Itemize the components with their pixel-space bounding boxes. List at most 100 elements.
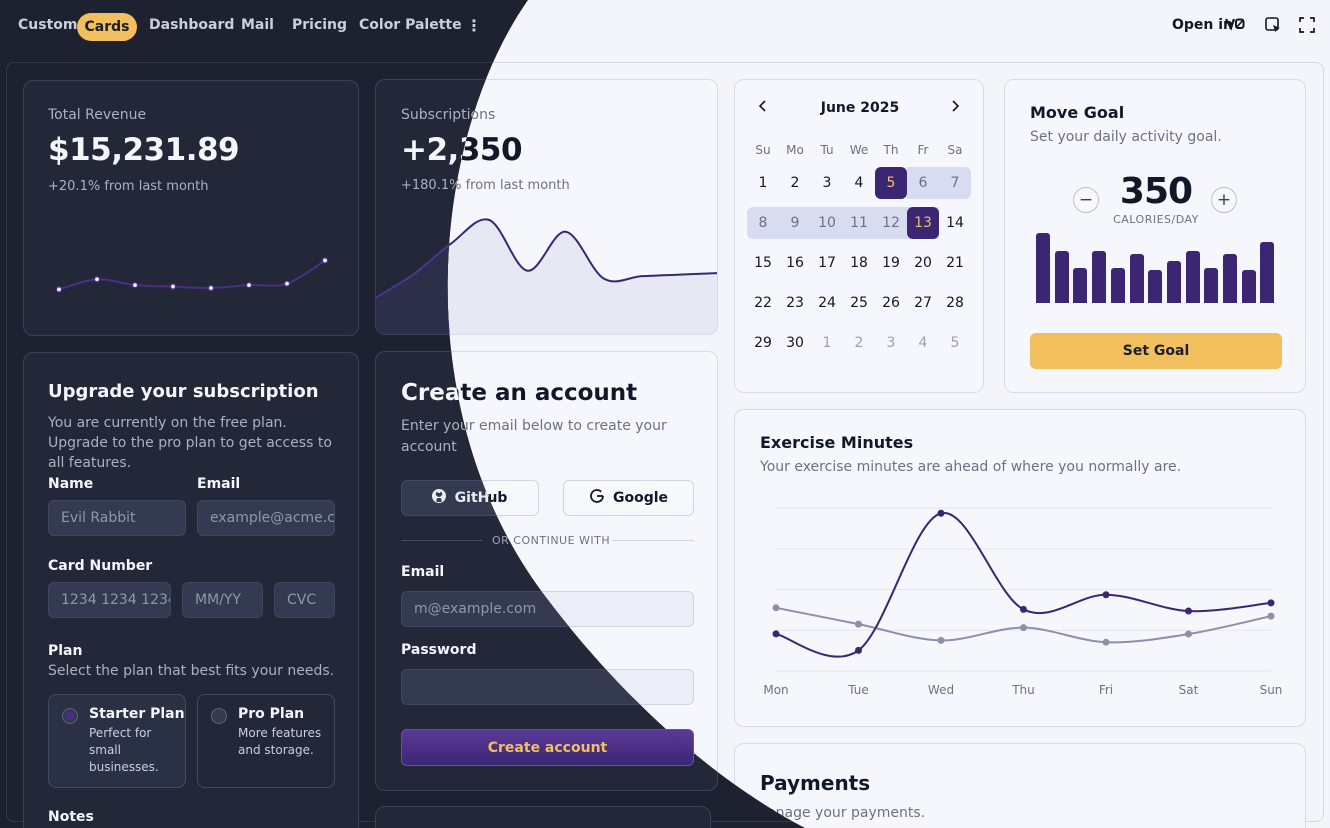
calendar-day[interactable]: 6 <box>918 175 928 191</box>
goal-value: 350 <box>1119 171 1193 212</box>
nav-color-palette[interactable]: Color Palette <box>359 17 462 33</box>
calendar-day[interactable]: 7 <box>950 175 960 191</box>
calendar-day[interactable]: 27 <box>914 295 932 311</box>
exercise-series-line <box>775 512 1272 658</box>
calendar-day[interactable]: 16 <box>786 255 804 271</box>
exercise-point <box>1020 624 1027 632</box>
prev-month-icon[interactable] <box>755 98 771 114</box>
calendar-day[interactable]: 2 <box>854 335 864 351</box>
calendar-day[interactable]: 4 <box>918 335 928 351</box>
inspect-icon[interactable] <box>1264 16 1284 36</box>
card-number-field[interactable]: 1234 1234 1234 1 <box>48 582 171 618</box>
calendar-day[interactable]: 18 <box>850 255 868 271</box>
exercise-title: Exercise Minutes <box>760 433 914 452</box>
goal-bar <box>1260 241 1275 303</box>
revenue-card: Total Revenue $15,231.89 +20.1% from las… <box>23 80 359 336</box>
calendar-day[interactable]: 10 <box>818 215 836 231</box>
x-tick-label: Tue <box>848 683 869 697</box>
goal-bar <box>1129 254 1144 303</box>
calendar-day[interactable]: 22 <box>754 295 772 311</box>
nav-dashboard[interactable]: Dashboard <box>149 17 235 33</box>
nav-mail[interactable]: Mail <box>241 17 274 33</box>
calendar-day[interactable]: 9 <box>790 215 800 231</box>
next-month-icon[interactable] <box>947 98 963 114</box>
starter-plan-radio[interactable] <box>62 708 78 724</box>
move-goal-card: Move Goal Set your daily activity goal. … <box>1004 79 1306 393</box>
payments-title: Payments <box>760 771 871 795</box>
move-goal-description: Set your daily activity goal. <box>1030 129 1222 145</box>
calendar-day[interactable]: 21 <box>946 255 964 271</box>
upgrade-description: You are currently on the free plan. Upgr… <box>48 415 332 471</box>
calendar-day[interactable]: 3 <box>822 175 832 191</box>
goal-bar <box>1166 261 1181 303</box>
calendar-day[interactable]: 5 <box>950 335 960 351</box>
calendar-day[interactable]: 5 <box>875 167 907 199</box>
calendar-day[interactable]: 19 <box>882 255 900 271</box>
open-in-button[interactable]: Open in <box>1172 17 1234 33</box>
google-button[interactable]: Google <box>563 480 694 516</box>
calendar-day[interactable]: 8 <box>758 215 768 231</box>
pro-plan-radio[interactable] <box>211 708 227 724</box>
subscriptions-title: Subscriptions <box>401 107 496 123</box>
increase-goal-button[interactable]: + <box>1211 187 1237 213</box>
goal-bar <box>1204 268 1219 303</box>
calendar-day[interactable]: 17 <box>818 255 836 271</box>
calendar-day[interactable]: 23 <box>786 295 804 311</box>
calendar-day[interactable]: 12 <box>882 215 900 231</box>
nav-cards[interactable]: Cards <box>77 13 137 41</box>
cvc-field[interactable]: CVC <box>274 582 335 618</box>
calendar-day[interactable]: 30 <box>786 335 804 351</box>
x-tick-label: Mon <box>763 683 789 697</box>
calendar-day[interactable]: 15 <box>754 255 772 271</box>
goal-bar <box>1148 269 1163 303</box>
revenue-point <box>56 287 61 292</box>
exercise-point <box>1185 630 1192 638</box>
github-icon <box>431 488 447 508</box>
goal-bar <box>1185 250 1200 303</box>
calendar-day[interactable]: 29 <box>754 335 772 351</box>
decrease-goal-button[interactable]: − <box>1073 187 1099 213</box>
calendar-day[interactable]: 26 <box>882 295 900 311</box>
goal-bar <box>1073 268 1088 303</box>
calendar-day[interactable]: 4 <box>854 175 864 191</box>
exercise-line-chart <box>772 507 1275 672</box>
calendar-day[interactable]: 20 <box>914 255 932 271</box>
revenue-point <box>94 277 99 282</box>
calendar-day[interactable]: 1 <box>758 175 768 191</box>
calendar-day[interactable]: 3 <box>886 335 896 351</box>
create-account-button[interactable]: Create account <box>401 729 694 766</box>
starter-plan-option[interactable]: Starter Plan Perfect for small businesse… <box>48 694 186 788</box>
upgrade-email-field[interactable]: example@acme.c <box>197 500 335 536</box>
move-goal-title: Move Goal <box>1030 103 1125 122</box>
revenue-point <box>170 284 175 289</box>
calendar-day[interactable]: 1 <box>822 335 832 351</box>
expiry-field[interactable]: MM/YY <box>182 582 263 618</box>
name-field[interactable]: Evil Rabbit <box>48 500 186 536</box>
set-goal-button[interactable]: Set Goal <box>1030 333 1282 369</box>
exercise-card: Exercise Minutes Your exercise minutes a… <box>734 409 1306 727</box>
weekday-header: Tu <box>820 143 834 157</box>
calendar-day[interactable]: 24 <box>818 295 836 311</box>
goal-bar <box>1223 254 1237 303</box>
pro-plan-option[interactable]: Pro Plan More features and storage. <box>197 694 335 788</box>
goal-bar <box>1110 268 1125 303</box>
revenue-point <box>284 281 289 286</box>
calendar-day[interactable]: 2 <box>790 175 800 191</box>
payments-card: Payments Manage your payments. <box>734 743 1306 828</box>
nav-custom[interactable]: Custom <box>18 17 78 33</box>
starter-plan-desc: Perfect for small businesses. <box>89 726 159 774</box>
x-tick-label: Wed <box>927 683 955 697</box>
calendar-day[interactable]: 13 <box>907 207 939 239</box>
exercise-point <box>1020 605 1027 613</box>
calendar-day[interactable]: 25 <box>850 295 868 311</box>
calendar-day[interactable]: 14 <box>946 215 964 231</box>
calendar-day[interactable]: 11 <box>850 215 868 231</box>
fullscreen-icon[interactable] <box>1298 16 1318 36</box>
calendar-day[interactable]: 28 <box>946 295 964 311</box>
subscriptions-area-fill <box>376 219 717 334</box>
name-label: Name <box>48 476 94 492</box>
goal-bar <box>1036 233 1050 303</box>
nav-pricing[interactable]: Pricing <box>292 17 348 33</box>
more-menu-icon[interactable]: ⋮ <box>466 16 482 35</box>
or-continue-text: OR CONTINUE WITH <box>492 534 611 547</box>
